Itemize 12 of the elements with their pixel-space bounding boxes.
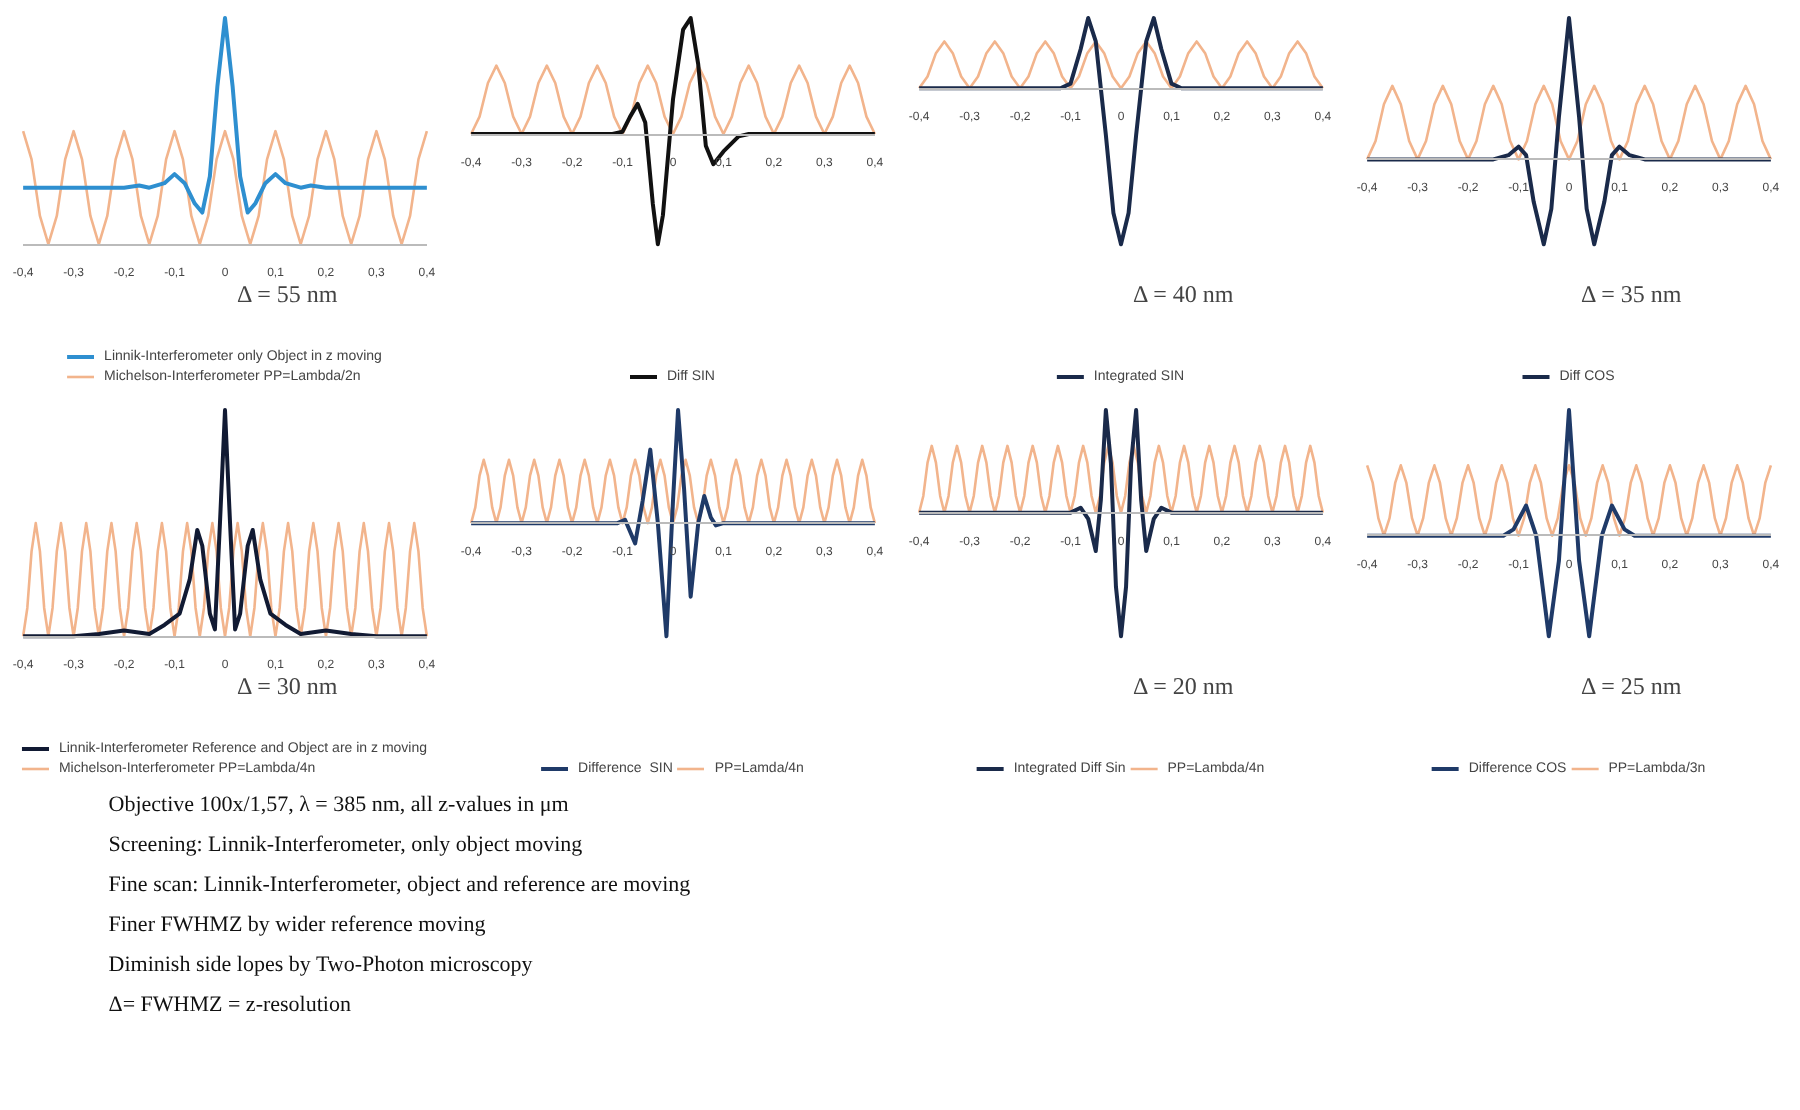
text: Δ= FWHMZ = z-resolution [108,993,352,1017]
text: Objective 100x/1,57, λ = 385 nm, all z-values in μm [108,793,570,817]
text: Δ = 35 nm [1581,280,1683,308]
text: Δ = 20 nm [1133,672,1235,700]
text: Diminish side lopes by Two-Photon microscopy [108,953,534,977]
text: Δ = 25 nm [1581,672,1683,700]
text: Δ = 40 nm [1133,280,1235,308]
text: Screening: Linnik-Interferometer, only object moving [108,833,584,857]
text: Finer FWHMZ by wider reference moving [108,913,487,937]
text: Δ = 30 nm [237,672,339,700]
text: Δ = 55 nm [237,280,339,308]
text: Fine scan: Linnik-Interferometer, object and reference are moving [108,873,692,897]
